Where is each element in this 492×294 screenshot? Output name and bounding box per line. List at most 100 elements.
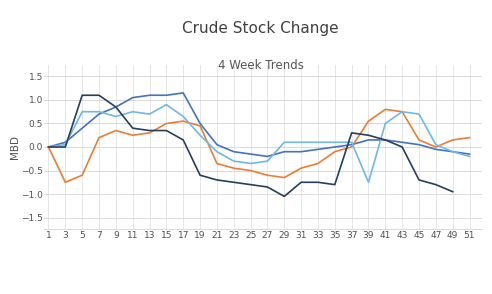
2016 [163,103,169,106]
2016 [466,155,472,158]
2014 [281,176,287,179]
2016 [79,110,85,113]
2015 [247,152,253,156]
2014 [366,119,371,123]
2017 [433,183,439,186]
2017 [366,133,371,137]
2015 [382,138,388,142]
2015 [281,150,287,153]
2016 [147,112,153,116]
2015 [433,148,439,151]
2017 [332,183,338,186]
2017 [298,181,304,184]
2017 [416,178,422,182]
2015 [399,141,405,144]
2014 [214,162,220,165]
Line: 2016: 2016 [49,105,469,182]
2016 [281,141,287,144]
2014 [466,136,472,139]
2017 [382,138,388,142]
2014 [315,162,321,165]
2017 [46,145,52,149]
2016 [113,115,119,118]
2016 [231,159,237,163]
2016 [247,162,253,165]
2016 [180,115,186,118]
2014 [163,122,169,125]
2015 [349,143,355,146]
2015 [180,91,186,95]
2017 [62,145,68,149]
2014 [62,181,68,184]
2015 [62,141,68,144]
2014 [382,108,388,111]
2014 [46,145,52,149]
Text: Crude Stock Change: Crude Stock Change [183,21,339,36]
2017 [450,190,456,193]
2014 [349,145,355,149]
2015 [466,152,472,156]
2014 [96,136,102,139]
2017 [147,129,153,132]
2015 [231,150,237,153]
2014 [332,150,338,153]
2015 [450,150,456,153]
2017 [163,129,169,132]
2016 [315,141,321,144]
2014 [79,173,85,177]
2017 [130,126,136,130]
2014 [130,133,136,137]
2014 [197,124,203,128]
2014 [433,145,439,149]
2016 [197,133,203,137]
2016 [366,181,371,184]
Text: 4 Week Trends: 4 Week Trends [218,59,304,72]
Line: 2015: 2015 [49,93,469,156]
2016 [62,143,68,146]
Line: 2014: 2014 [49,109,469,182]
2014 [231,166,237,170]
2017 [197,173,203,177]
2016 [214,150,220,153]
2017 [113,105,119,109]
2017 [315,181,321,184]
2016 [46,145,52,149]
2016 [382,122,388,125]
2015 [332,145,338,149]
2015 [96,112,102,116]
2016 [298,141,304,144]
2016 [399,110,405,113]
2014 [147,131,153,135]
2015 [315,148,321,151]
2016 [265,159,271,163]
2016 [96,110,102,113]
2015 [130,96,136,99]
2014 [416,138,422,142]
2014 [298,166,304,170]
2016 [450,150,456,153]
2017 [247,183,253,186]
2014 [265,173,271,177]
2016 [416,112,422,116]
2014 [450,138,456,142]
2016 [332,141,338,144]
2017 [281,195,287,198]
Y-axis label: MBD: MBD [10,135,20,159]
2015 [298,150,304,153]
2016 [433,143,439,146]
2015 [163,93,169,97]
2015 [265,155,271,158]
2017 [214,178,220,182]
2015 [366,138,371,142]
2015 [79,126,85,130]
2017 [265,185,271,189]
2014 [399,110,405,113]
2015 [46,145,52,149]
2015 [214,143,220,146]
2017 [96,93,102,97]
2015 [197,122,203,125]
2016 [349,141,355,144]
2017 [180,138,186,142]
2017 [79,93,85,97]
2014 [247,169,253,172]
